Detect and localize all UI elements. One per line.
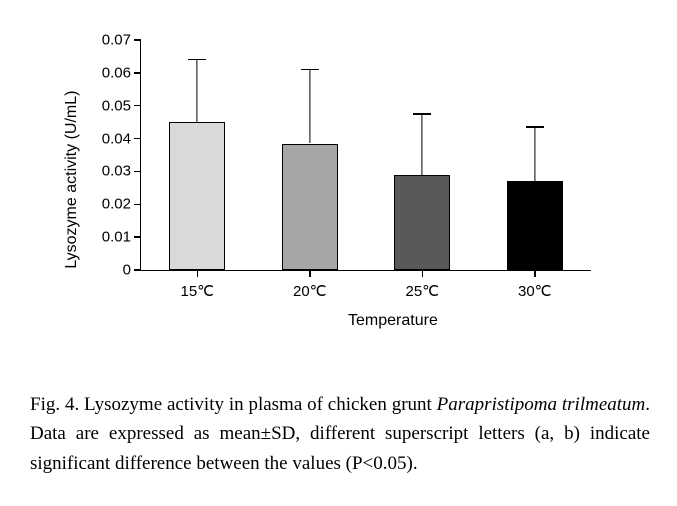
y-tick [134,236,141,238]
error-cap [301,69,319,70]
error-cap [526,126,544,127]
y-tick [134,138,141,140]
x-tick [534,270,536,277]
error-bar [309,70,310,144]
y-tick-label: 0.06 [102,64,131,81]
caption-fig-label: Fig. 4. [30,394,79,415]
caption-text-1: Lysozyme activity in plasma of chicken g… [79,394,436,415]
error-bar [422,114,423,175]
bar [282,144,338,271]
y-tick [134,39,141,41]
x-tick-label: 20℃ [293,282,327,300]
y-tick-label: 0.05 [102,97,131,114]
y-axis-label: Lysozyme activity (U/mL) [63,91,81,269]
figure-caption: Fig. 4. Lysozyme activity in plasma of c… [30,390,650,478]
y-tick-label: 0.07 [102,32,131,49]
x-tick [422,270,424,277]
x-tick-label: 15℃ [180,282,214,300]
x-axis-label: Temperature [348,312,438,330]
y-tick [134,105,141,107]
bar [169,122,225,270]
x-tick-label: 30℃ [518,282,552,300]
x-tick-label: 25℃ [405,282,439,300]
bar [507,181,563,270]
y-tick [134,72,141,74]
plot-area: Temperature 00.010.020.030.040.050.060.0… [140,40,591,271]
error-bar [197,60,198,122]
error-cap [413,113,431,114]
y-tick-label: 0.01 [102,229,131,246]
y-tick-label: 0 [123,262,131,279]
y-tick-label: 0.04 [102,130,131,147]
error-cap [188,59,206,60]
bar [394,175,450,270]
x-tick [197,270,199,277]
y-tick-label: 0.02 [102,196,131,213]
error-bar [534,127,535,181]
chart-container: Lysozyme activity (U/mL) Temperature 00.… [60,30,620,340]
y-tick [134,204,141,206]
caption-italic: Parapristipoma trilmeatum [437,394,646,415]
y-tick [134,269,141,271]
x-tick [309,270,311,277]
y-tick-label: 0.03 [102,163,131,180]
y-tick [134,171,141,173]
